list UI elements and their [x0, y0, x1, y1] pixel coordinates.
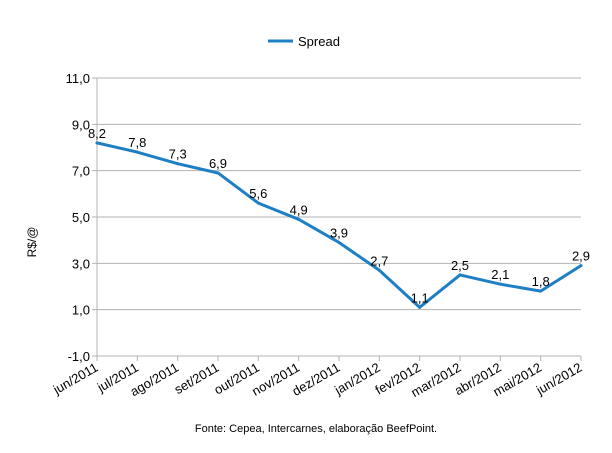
x-tick-labels: jun/2011jul/2011ago/2011set/2011out/2011… [50, 360, 585, 400]
legend: Spread [268, 34, 340, 49]
grid [92, 77, 581, 357]
series-spread [95, 141, 583, 309]
data-label: 2,1 [491, 267, 509, 282]
x-tick-label: jan/2012 [331, 360, 383, 398]
data-point [579, 264, 583, 268]
data-label: 1,1 [411, 290, 429, 305]
y-tick-label: 7,0 [72, 164, 90, 179]
y-tick-label: 9,0 [72, 117, 90, 132]
y-axis-label: R$/@ [25, 227, 39, 258]
y-tick-label: 11,0 [66, 71, 90, 86]
source-note: Fonte: Cepea, Intercarnes, elaboração Be… [195, 423, 437, 435]
data-point [256, 201, 260, 205]
axes [96, 78, 582, 361]
data-label: 5,6 [249, 186, 267, 201]
y-tick-label: 5,0 [72, 210, 90, 225]
data-point [498, 282, 502, 286]
y-tick-label: 1,0 [72, 303, 90, 318]
x-tick-label: jun/2011 [50, 360, 101, 398]
data-label: 3,9 [330, 225, 348, 240]
data-point [176, 162, 180, 166]
data-point [216, 171, 220, 175]
y-tick-labels: -1,0 1,0 3,0 5,0 7,0 9,0 11,0 [66, 71, 90, 364]
data-label: 4,9 [290, 202, 308, 217]
data-point [377, 268, 381, 272]
data-label: 7,3 [169, 147, 187, 162]
data-label: 2,9 [572, 249, 590, 264]
x-tick-label: jun/2012 [533, 360, 585, 398]
x-tick-label: set/2011 [172, 360, 222, 397]
data-label: 2,5 [451, 258, 469, 273]
data-label: 1,8 [532, 274, 550, 289]
data-point [539, 289, 543, 293]
data-point [297, 217, 301, 221]
data-label: 8,2 [88, 126, 106, 141]
data-label: 7,8 [128, 135, 146, 150]
data-point [135, 150, 139, 154]
y-tick-label: -1,0 [68, 349, 90, 364]
data-labels: 8,2 7,8 7,3 6,9 5,6 4,9 3,9 2,7 1,1 2,5 2,1 1,8 2,9 [88, 126, 590, 305]
data-label: 6,9 [209, 156, 227, 171]
data-point [95, 141, 99, 145]
legend-label-spread: Spread [298, 34, 340, 49]
data-point [337, 240, 341, 244]
data-label: 2,7 [370, 253, 388, 268]
data-point [418, 305, 422, 309]
y-tick-label: 3,0 [72, 256, 90, 271]
data-point [458, 273, 462, 277]
